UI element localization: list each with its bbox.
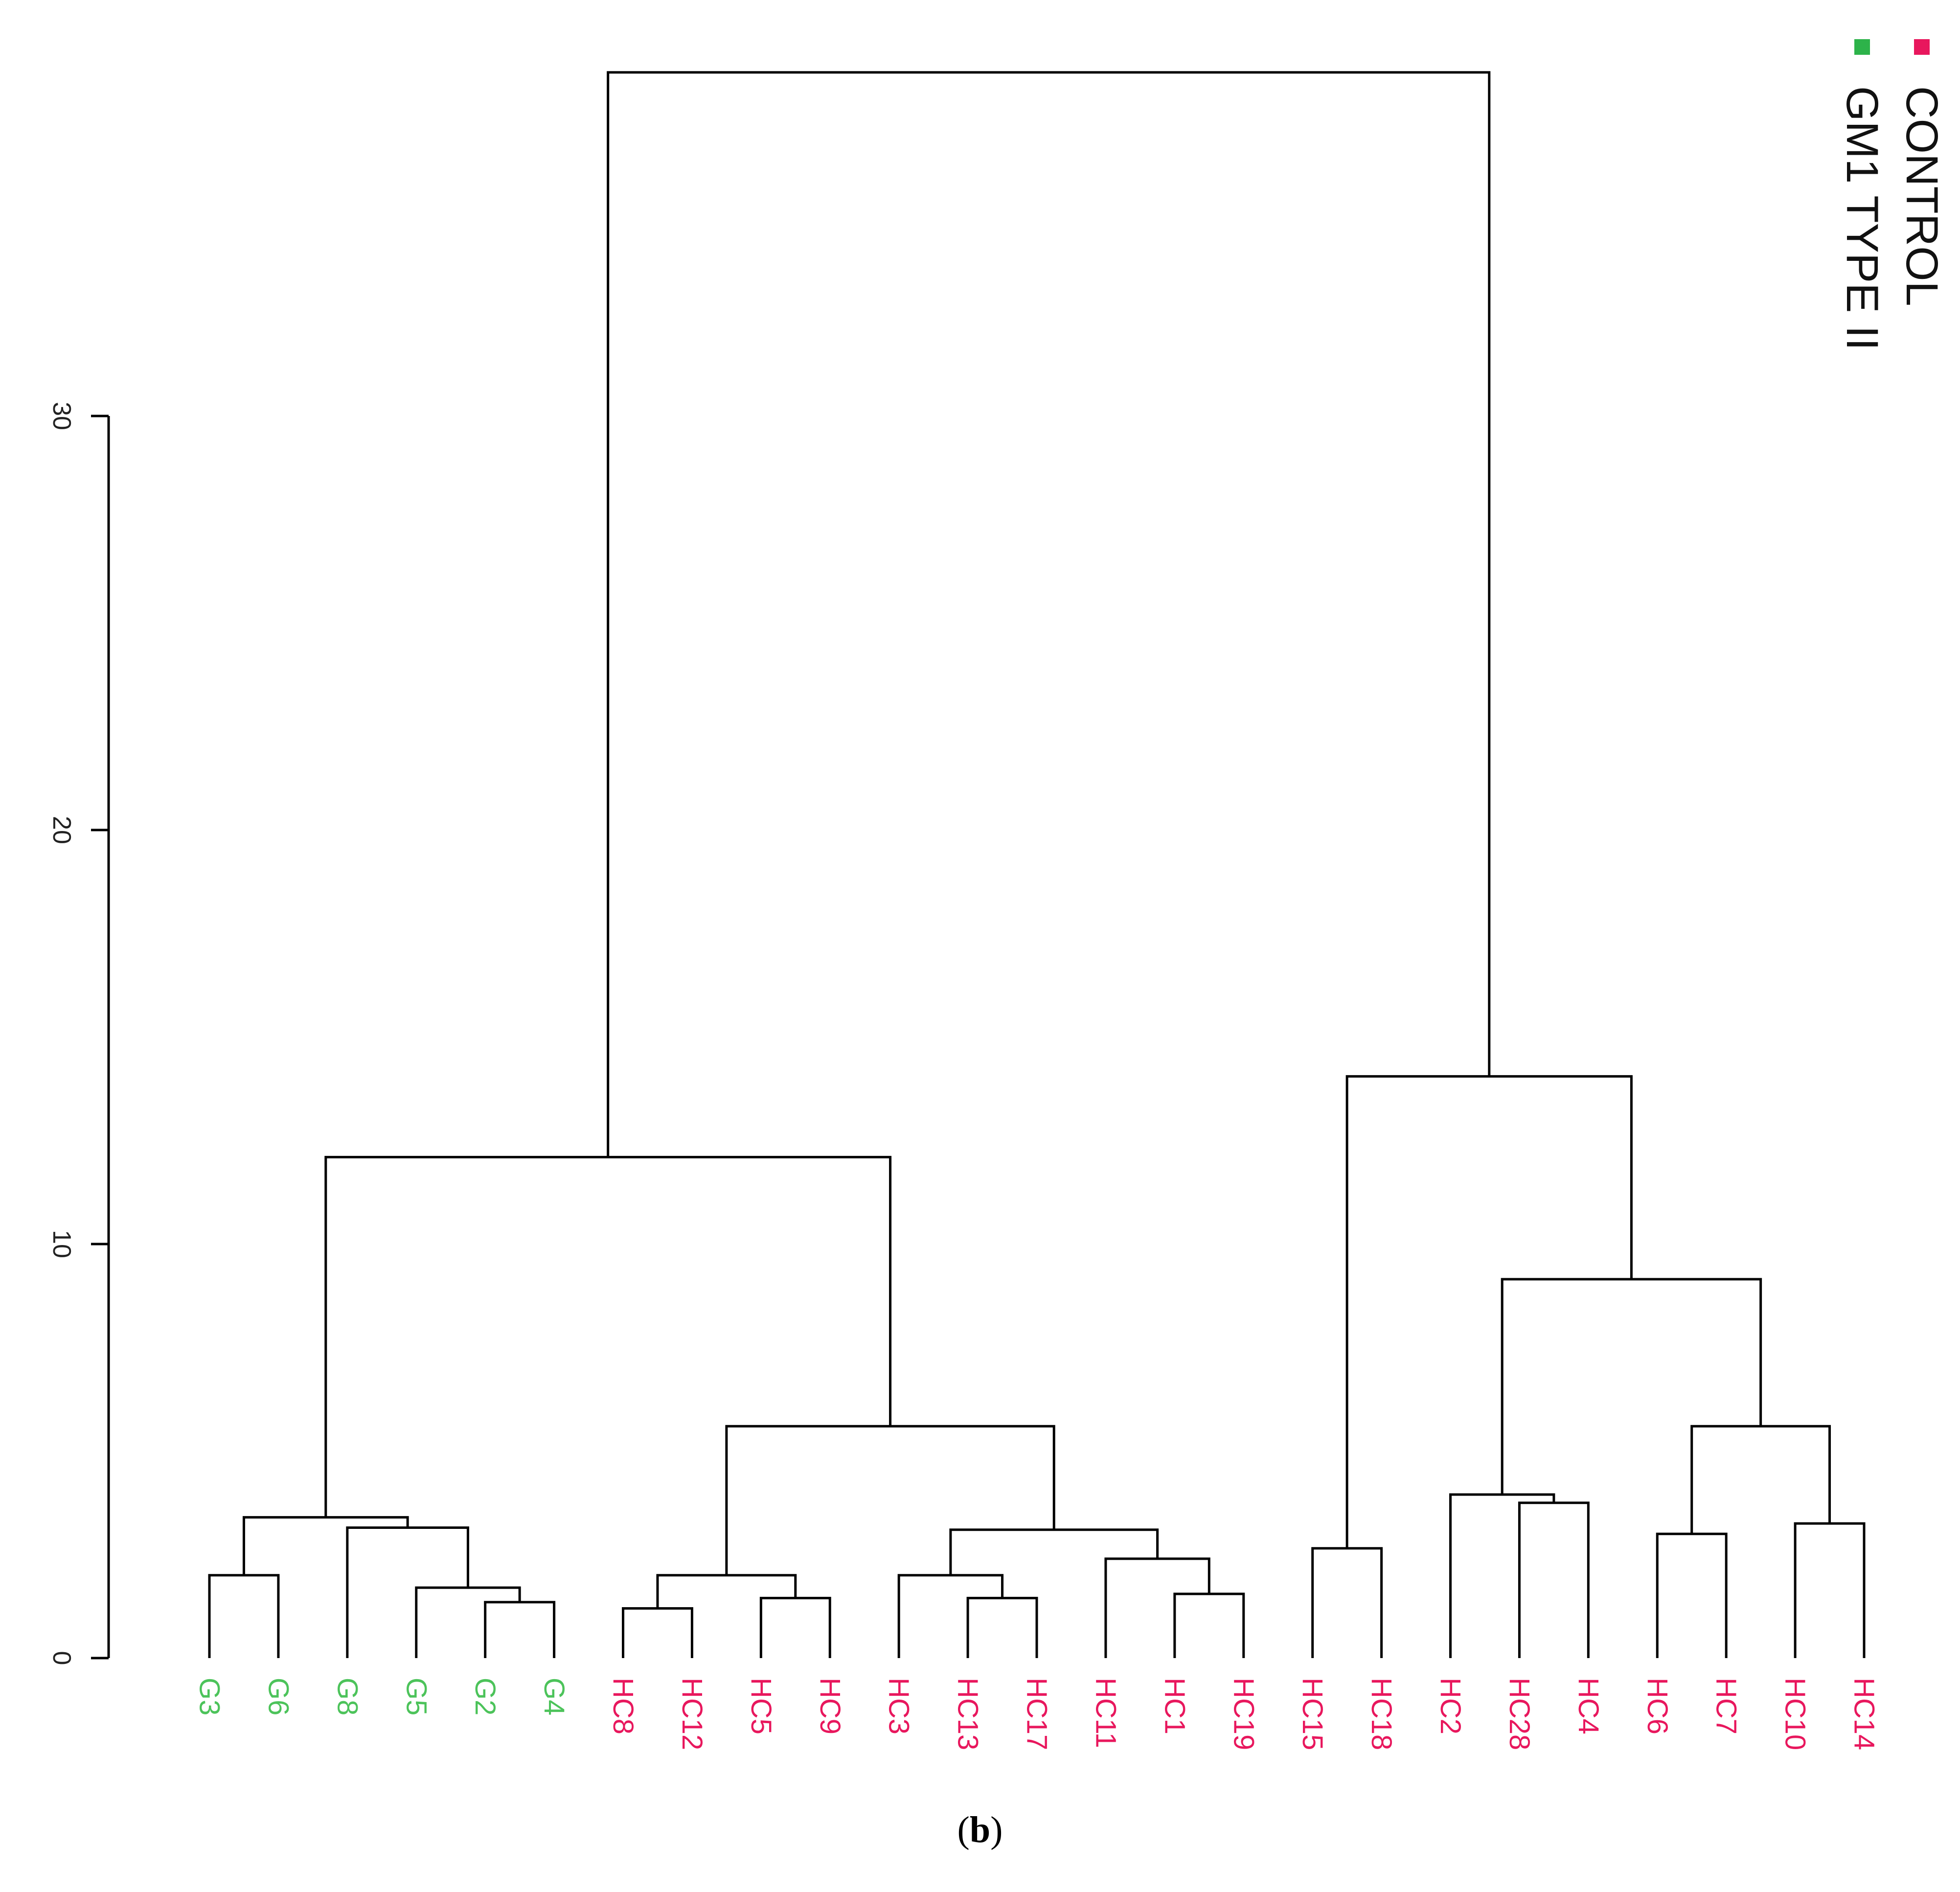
merge-m_root: [607, 71, 1491, 1157]
merge-m_f: [1345, 1075, 1633, 1548]
figure-caption: (b): [0, 1809, 1960, 1851]
y-axis: 0 10 20 30: [47, 402, 110, 1665]
merge-m_hc11: [1104, 1557, 1210, 1658]
leaf-label-hc7: HC7: [1710, 1678, 1742, 1734]
leaf-label-hc18: HC18: [1366, 1678, 1397, 1750]
y-tick-label-20: 20: [47, 816, 76, 844]
merge-m_g5: [415, 1586, 521, 1658]
leaf-label-hc13: HC13: [952, 1678, 984, 1750]
legend-swatch-0: [1914, 39, 1930, 55]
merge-m_hc15_hc18: [1311, 1547, 1383, 1658]
caption-open: (: [957, 1809, 970, 1850]
merge-m_c: [725, 1425, 1055, 1575]
merge-m_hc2: [1449, 1493, 1555, 1658]
leaf-label-g3: G3: [194, 1678, 226, 1715]
legend-label-0: CONTROL: [1897, 86, 1947, 306]
leaf-label-g5: G5: [400, 1678, 432, 1715]
leaf-label-hc3: HC3: [883, 1678, 915, 1734]
merge-m_hc13_hc17: [966, 1596, 1038, 1658]
leaf-label-hc1: HC1: [1159, 1678, 1190, 1734]
merge-m_d: [1690, 1425, 1831, 1534]
merge-m_hc1_hc19: [1173, 1592, 1245, 1658]
leaf-label-hc4: HC4: [1573, 1678, 1604, 1734]
caption-close: ): [990, 1809, 1003, 1850]
leaf-label-hc14: HC14: [1848, 1678, 1880, 1750]
merge-m_a: [656, 1574, 797, 1609]
merge-m_hc6_hc7: [1656, 1532, 1728, 1658]
leaf-label-hc10: HC10: [1779, 1678, 1811, 1750]
leaf-label-hc28: HC28: [1504, 1678, 1535, 1750]
y-tick-label-0: 0: [47, 1651, 76, 1665]
leaf-label-hc8: HC8: [607, 1678, 639, 1734]
merge-m_hc28_hc4: [1518, 1501, 1590, 1658]
merge-m_g2_g4: [484, 1601, 556, 1658]
merge-m_g3_g6: [208, 1574, 280, 1658]
leaf-label-g6: G6: [262, 1678, 294, 1715]
leaf-label-hc9: HC9: [814, 1678, 846, 1734]
leaf-label-hc6: HC6: [1641, 1678, 1673, 1734]
legend-swatch-1: [1854, 39, 1870, 55]
merge-m_hc3: [897, 1574, 1004, 1658]
leaf-label-hc2: HC2: [1435, 1678, 1466, 1734]
leaf-label-hc15: HC15: [1297, 1678, 1328, 1750]
y-tick-label-30: 30: [47, 402, 76, 430]
leaf-label-g2: G2: [469, 1678, 501, 1715]
leaf-label-hc12: HC12: [676, 1678, 708, 1750]
leaf-label-hc5: HC5: [745, 1678, 777, 1734]
leaf-label-hc19: HC19: [1228, 1678, 1259, 1750]
legend-label-1: GM1 TYPE II: [1837, 86, 1887, 350]
merge-m_g8: [346, 1526, 469, 1658]
merge-m_e: [1501, 1278, 1762, 1495]
merge-m_hc5_hc9: [759, 1596, 831, 1658]
merge-m_hc10_hc14: [1794, 1522, 1866, 1658]
merge-m_gm1: [242, 1516, 409, 1575]
merge-m_hc8_hc12: [622, 1607, 693, 1658]
merge-m_b: [949, 1528, 1159, 1575]
leaf-label-g4: G4: [538, 1678, 570, 1715]
dendrogram-tree: [208, 71, 1866, 1658]
leaf-label-hc11: HC11: [1090, 1678, 1121, 1748]
leaf-label-g8: G8: [331, 1678, 363, 1715]
caption-letter: b: [969, 1809, 991, 1850]
merge-m_left: [324, 1155, 892, 1518]
y-tick-label-10: 10: [47, 1230, 76, 1258]
leaf-label-hc17: HC17: [1021, 1678, 1053, 1750]
leaf-labels: G3 G6 G8 G5 G2 G4 HC8 HC12 HC5 HC9 HC3 HC13 HC17 HC11…: [194, 1678, 1880, 1750]
